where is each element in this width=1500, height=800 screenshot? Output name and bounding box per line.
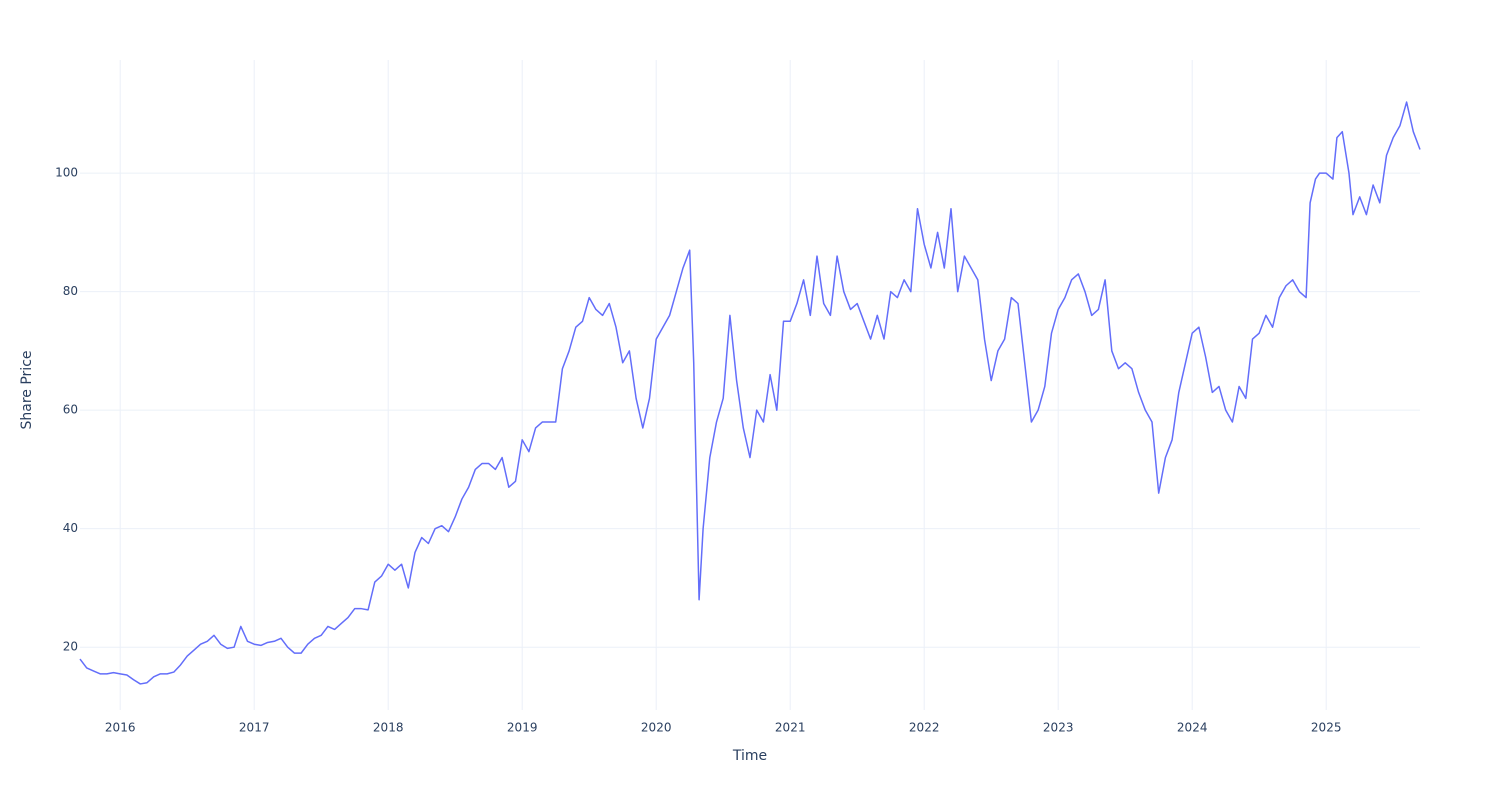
x-tick-label: 2021: [775, 721, 806, 735]
x-tick-label: 2019: [507, 721, 538, 735]
x-tick-label: 2016: [105, 721, 136, 735]
y-tick-label: 20: [63, 640, 78, 654]
y-tick-label: 100: [55, 166, 78, 180]
x-tick-label: 2020: [641, 721, 672, 735]
price-line: [79, 101, 1421, 685]
x-tick-label: 2024: [1177, 721, 1208, 735]
y-tick-label: 60: [63, 403, 78, 417]
x-tick-label: 2022: [909, 721, 940, 735]
x-axis-title: Time: [732, 748, 767, 764]
x-tick-label: 2017: [239, 721, 270, 735]
y-tick-label: 80: [63, 284, 78, 298]
x-tick-label: 2023: [1043, 721, 1074, 735]
y-axis-title: Share Price: [19, 350, 35, 429]
x-tick-label: 2025: [1311, 721, 1342, 735]
y-tick-label: 40: [63, 521, 78, 535]
x-tick-label: 2018: [373, 721, 404, 735]
